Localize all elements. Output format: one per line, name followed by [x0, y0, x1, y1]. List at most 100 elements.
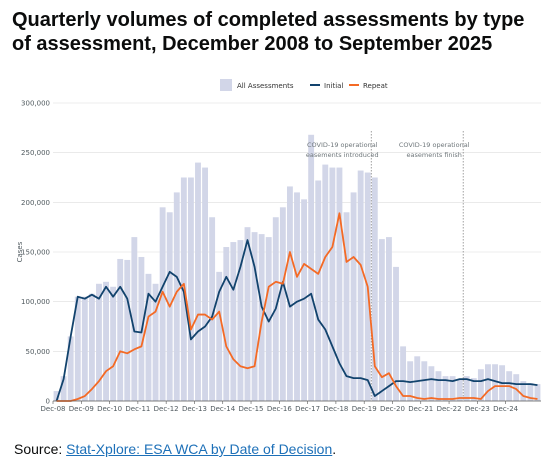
x-tick-label: Dec-14: [210, 405, 236, 413]
bar: [237, 240, 244, 401]
x-tick-label: Dec-13: [182, 405, 207, 413]
y-tick-label: 300,000: [21, 100, 50, 108]
bar: [350, 192, 357, 401]
y-axis-label: Cases: [16, 241, 24, 262]
bar: [223, 247, 230, 401]
bar: [371, 177, 378, 401]
bar: [414, 356, 421, 401]
x-tick-label: Dec-12: [154, 405, 179, 413]
x-tick-label: Dec-11: [125, 405, 150, 413]
bar: [322, 164, 329, 401]
legend-label-initial: Initial: [324, 82, 343, 90]
bar: [421, 361, 428, 401]
bar: [456, 379, 463, 401]
source-note: Source: Stat-Xplore: ESA WCA by Date of …: [14, 441, 336, 457]
line-repeat: [56, 212, 538, 402]
bar: [336, 167, 343, 401]
bar: [74, 296, 81, 401]
y-tick-label: 150,000: [21, 249, 50, 257]
bar: [131, 237, 138, 401]
bar: [159, 207, 166, 401]
bar: [400, 346, 407, 401]
x-tick-label: Dec-16: [267, 405, 293, 413]
source-suffix: .: [332, 441, 337, 457]
y-tick-label: 200,000: [21, 199, 50, 207]
bar: [477, 369, 484, 401]
bar-series-all-assessments: [53, 134, 541, 401]
bar: [67, 336, 74, 401]
bar: [485, 364, 491, 401]
bar: [202, 167, 208, 401]
bar: [527, 383, 534, 401]
bar: [110, 286, 117, 401]
annotations: COVID-19 operational easements introduced…: [306, 131, 470, 401]
y-tick-label: 0: [46, 398, 50, 406]
bar: [470, 378, 477, 401]
bar: [301, 199, 308, 401]
bar: [294, 192, 300, 401]
x-tick-label: Dec-24: [493, 405, 519, 413]
x-tick-label: Dec-17: [295, 405, 320, 413]
x-tick-label: Dec-18: [323, 405, 348, 413]
legend-label-all-assessments: All Assessments: [237, 82, 294, 90]
bar: [265, 237, 272, 401]
bar: [187, 177, 194, 401]
bar: [386, 237, 392, 401]
source-link[interactable]: Stat-Xplore: ESA WCA by Date of Decision: [66, 441, 333, 457]
x-tick-label: Dec-08: [41, 405, 66, 413]
x-tick-label: Dec-23: [465, 405, 490, 413]
line-initial: [55, 239, 538, 402]
x-tick-label: Dec-21: [408, 405, 433, 413]
bar: [60, 376, 67, 401]
y-tick-label: 50,000: [26, 348, 51, 356]
x-tick-label: Dec-19: [352, 405, 377, 413]
bar: [117, 258, 124, 401]
bar: [286, 186, 293, 401]
bar: [173, 192, 180, 401]
chart-title: Quarterly volumes of completed assessmen…: [12, 9, 525, 55]
x-tick-label: Dec-22: [437, 405, 462, 413]
bar: [145, 273, 152, 401]
x-tick-label: Dec-10: [97, 405, 122, 413]
bar: [279, 207, 286, 401]
y-tick-label: 100,000: [21, 298, 50, 306]
bar: [124, 259, 131, 401]
y-tick-label: 250,000: [21, 149, 50, 157]
bar: [88, 293, 95, 401]
bar: [435, 371, 442, 401]
bar: [195, 162, 201, 401]
bar: [53, 391, 60, 401]
bar: [393, 266, 399, 401]
bar: [230, 242, 237, 401]
bar: [378, 239, 385, 401]
source-label: Source:: [14, 441, 67, 457]
bar: [449, 376, 456, 401]
bar: [463, 376, 470, 401]
bar: [315, 180, 322, 401]
bar: [357, 170, 364, 401]
bar: [534, 384, 541, 401]
bar: [251, 232, 258, 401]
x-tick-label: Dec-09: [69, 405, 94, 413]
bar: [329, 167, 336, 401]
bar: [513, 374, 520, 401]
bar: [428, 366, 435, 401]
x-tick-label: Dec-15: [239, 405, 264, 413]
chart: COVID-19 operational easements introduced…: [16, 79, 541, 413]
legend: All Assessments Initial Repeat: [220, 79, 388, 91]
legend-swatch-all-assessments: [220, 79, 232, 91]
bar: [103, 281, 109, 401]
bar: [152, 283, 159, 401]
line-series: [55, 212, 538, 402]
legend-label-repeat: Repeat: [363, 82, 388, 90]
bar: [81, 296, 88, 401]
bar: [96, 283, 102, 401]
bar: [442, 376, 449, 401]
bar: [520, 381, 527, 401]
bar: [343, 212, 350, 401]
bar: [244, 227, 251, 401]
annotation-text: easements finish: [407, 151, 462, 159]
annotation-text: COVID-19 operational: [307, 141, 378, 149]
bar: [209, 217, 216, 401]
bar: [492, 364, 498, 401]
